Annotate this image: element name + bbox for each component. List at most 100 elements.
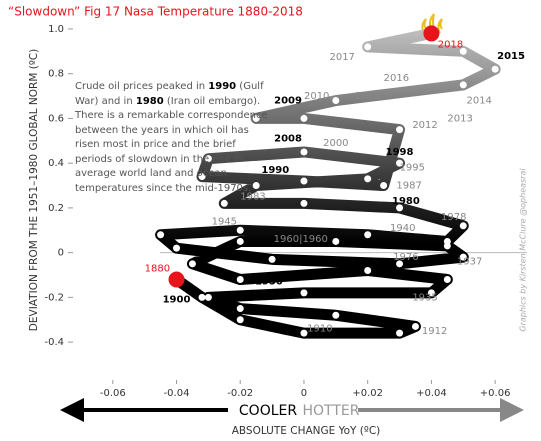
point <box>236 237 244 245</box>
year-label: 1910 <box>307 324 332 335</box>
y-tick-label: -0.2 <box>44 292 64 303</box>
point <box>252 182 260 190</box>
point <box>204 155 212 163</box>
year-label: 1935 <box>412 292 437 303</box>
point <box>459 222 467 230</box>
point <box>198 173 206 181</box>
cooler-label: COOLER <box>239 403 297 419</box>
x-tick-label: 0 <box>301 388 307 399</box>
point <box>364 231 372 239</box>
point <box>459 47 467 55</box>
point <box>443 237 451 245</box>
chart-title: “Slowdown” Fig 17 Nasa Temperature 1880-… <box>8 5 303 19</box>
point <box>300 289 308 297</box>
point <box>252 114 260 122</box>
x-tick-label: +0.06 <box>480 388 511 399</box>
year-label: 1940 <box>390 223 415 234</box>
year-label: 2015 <box>497 51 525 62</box>
highlight-point <box>423 25 440 42</box>
x-tick-label: -0.06 <box>100 388 126 399</box>
point <box>332 97 340 105</box>
highlight-point <box>168 271 185 288</box>
point <box>236 226 244 234</box>
note-part: (Iran oil embargo). There is a remarkabl… <box>75 95 268 194</box>
point <box>364 175 372 183</box>
year-label: 1998 <box>386 147 414 158</box>
y-tick-label: 0.2 <box>48 203 64 214</box>
point <box>220 199 228 207</box>
x-axis-label: ABSOLUTE CHANGE YoY (ºC) <box>232 425 381 437</box>
year-label: 2010 <box>304 91 329 102</box>
y-tick-label: 0.4 <box>48 158 64 169</box>
point <box>411 322 419 330</box>
point <box>396 159 404 167</box>
note-part: Crude oil prices peaked in <box>75 81 209 92</box>
point <box>332 237 340 245</box>
point <box>300 199 308 207</box>
year-label: 2018 <box>438 40 463 51</box>
point <box>396 126 404 134</box>
arrow-label-bg <box>228 401 358 419</box>
year-label: 2013 <box>447 113 472 124</box>
point <box>300 329 308 337</box>
point <box>236 316 244 324</box>
point <box>396 260 404 268</box>
note: Crude oil prices peaked in 1990 (Gulf Wa… <box>75 80 270 196</box>
note-part: (Gulf War) and in <box>75 81 264 107</box>
year-label: 2008 <box>274 134 302 145</box>
year-label: 1995 <box>400 163 425 174</box>
year-label: 1945 <box>212 216 237 227</box>
point <box>236 275 244 283</box>
credit: Graphics by Kirsten McClure @opheasral <box>519 168 528 332</box>
year-label: 2012 <box>412 120 437 131</box>
year-label: 2000 <box>323 138 348 149</box>
year-label: 1900 <box>163 295 191 306</box>
point <box>443 275 451 283</box>
year-label: 2017 <box>329 52 354 63</box>
point <box>236 305 244 313</box>
year-label: 1937 <box>457 257 482 268</box>
point <box>300 148 308 156</box>
point <box>396 329 404 337</box>
note-part: 1990 <box>208 81 237 92</box>
year-label: 1880 <box>145 263 170 274</box>
x-tick-label: +0.02 <box>352 388 383 399</box>
point <box>364 267 372 275</box>
point <box>364 43 372 51</box>
point <box>173 244 181 252</box>
point <box>157 231 165 239</box>
y-tick-label: 0.6 <box>48 113 64 124</box>
x-tick-label: +0.04 <box>416 388 447 399</box>
point <box>300 177 308 185</box>
year-label: 1987 <box>396 181 421 192</box>
y-axis-label: DEVIATION FROM THE 1951–1980 GLOBAL NORM… <box>28 49 40 331</box>
x-tick-label: -0.02 <box>227 388 253 399</box>
year-label: 1950 <box>255 277 283 288</box>
point <box>300 114 308 122</box>
year-label: 1990 <box>261 165 289 176</box>
point <box>268 255 276 263</box>
point <box>188 260 196 268</box>
year-label: 1912 <box>422 326 447 337</box>
year-label: 2011 <box>355 91 380 102</box>
point <box>491 65 499 73</box>
year-label: 1960|1960 <box>274 234 328 245</box>
y-tick-label: 0.8 <box>48 69 64 80</box>
year-label: 1978 <box>441 212 466 223</box>
point <box>396 204 404 212</box>
point <box>204 293 212 301</box>
y-tick-label: 0 <box>58 248 64 259</box>
year-label: 2016 <box>384 73 409 84</box>
point <box>459 253 467 261</box>
x-tick-label: -0.04 <box>164 388 190 399</box>
hotter-label: HOTTER <box>303 403 360 419</box>
point <box>459 81 467 89</box>
year-label: 1980 <box>392 196 420 207</box>
point <box>380 182 388 190</box>
y-tick-label: 1.0 <box>48 24 64 35</box>
year-label: 1976 <box>393 252 418 263</box>
point <box>198 293 206 301</box>
point <box>427 289 435 297</box>
